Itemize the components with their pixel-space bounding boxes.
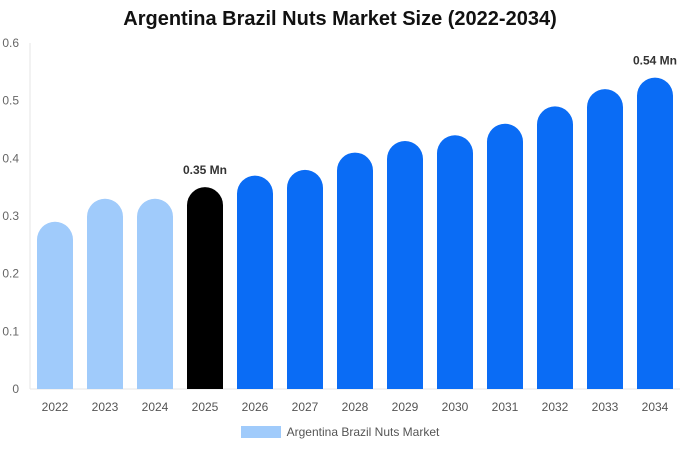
bar-2024 [137, 198, 173, 389]
x-tick-label: 2024 [142, 400, 169, 414]
bar-2032 [537, 106, 573, 389]
x-tick-label: 2034 [642, 400, 669, 414]
bar-2023 [87, 198, 123, 389]
legend-swatch [240, 426, 281, 438]
x-tick-label: 2026 [242, 400, 269, 414]
x-tick-label: 2031 [492, 400, 519, 414]
bar-2029 [387, 141, 423, 389]
data-label-2025: 0.35 Mn [183, 163, 227, 177]
legend: Argentina Brazil Nuts Market [0, 425, 680, 439]
bar-2034 [637, 77, 673, 389]
bar-2027 [287, 169, 323, 389]
bar-2025 [187, 187, 223, 389]
x-tick-label: 2030 [442, 400, 469, 414]
x-tick-label: 2028 [342, 400, 369, 414]
x-tick-label: 2027 [292, 400, 319, 414]
bar-2033 [587, 89, 623, 389]
bar-2022 [37, 221, 73, 389]
y-tick-label: 0 [12, 382, 19, 396]
x-tick-label: 2032 [542, 400, 569, 414]
bar-2026 [237, 175, 273, 389]
x-tick-label: 2022 [42, 400, 69, 414]
bar-2031 [487, 123, 523, 389]
bar-2028 [337, 152, 373, 389]
bar-chart-svg: 0 0.1 0.2 0.3 0.4 0.5 0.6 2022 2023 2024 2025 2026 2… [2, 36, 680, 414]
y-tick-label: 0.6 [2, 36, 19, 50]
x-tick-label: 2025 [192, 400, 219, 414]
y-tick-label: 0.1 [2, 324, 19, 338]
data-label-2034: 0.54 Mn [633, 54, 677, 68]
y-tick-label: 0.5 [2, 94, 19, 108]
x-tick-label: 2029 [392, 400, 419, 414]
bar-2030 [437, 135, 473, 389]
x-tick-label: 2023 [92, 400, 119, 414]
chart-title: Argentina Brazil Nuts Market Size (2022-… [123, 8, 557, 30]
x-tick-label: 2033 [592, 400, 619, 414]
legend-label: Argentina Brazil Nuts Market [286, 425, 440, 439]
y-tick-label: 0.2 [2, 267, 19, 281]
y-tick-label: 0.4 [2, 151, 19, 165]
y-tick-label: 0.3 [2, 209, 19, 223]
